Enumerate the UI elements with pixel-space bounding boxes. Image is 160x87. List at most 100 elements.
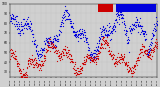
Point [107, 43, 109, 44]
Point [37, 63, 40, 65]
Point [35, 61, 38, 62]
Point [43, 57, 45, 58]
Point [153, 27, 155, 29]
Point [108, 54, 110, 55]
Point [84, 39, 87, 41]
Point [16, 32, 19, 34]
Point [45, 50, 48, 52]
Point [28, 60, 30, 61]
Point [147, 49, 149, 50]
Point [92, 52, 95, 54]
Point [50, 40, 53, 42]
Point [57, 55, 60, 57]
Point [10, 56, 12, 57]
Point [72, 35, 75, 36]
Point [100, 46, 103, 48]
Point [95, 50, 97, 51]
Point [101, 39, 104, 40]
Point [143, 52, 146, 54]
Point [39, 49, 41, 51]
Point [37, 63, 39, 65]
Point [20, 28, 23, 30]
Point [133, 69, 136, 70]
Point [84, 36, 87, 38]
Point [64, 52, 67, 54]
Point [136, 32, 139, 33]
Point [24, 24, 26, 25]
Point [152, 52, 154, 53]
Point [91, 58, 93, 59]
Point [148, 53, 151, 55]
Point [126, 68, 129, 70]
Point [100, 45, 102, 46]
Point [44, 43, 47, 44]
Point [142, 54, 144, 56]
Point [139, 24, 142, 25]
Point [134, 63, 137, 64]
Point [114, 61, 116, 63]
Point [86, 47, 89, 48]
Point [135, 59, 138, 61]
Point [156, 41, 158, 43]
Point [150, 50, 153, 51]
Point [89, 51, 92, 53]
Point [55, 34, 57, 35]
Point [76, 36, 79, 37]
Point [123, 20, 125, 22]
Point [139, 53, 141, 54]
Point [51, 43, 53, 44]
Point [22, 33, 24, 34]
Point [150, 38, 152, 40]
Point [141, 33, 144, 34]
Point [61, 19, 64, 21]
Point [29, 26, 32, 28]
Point [80, 33, 83, 34]
Point [39, 56, 41, 58]
Point [110, 31, 113, 32]
Point [83, 29, 85, 31]
Point [98, 52, 100, 53]
Point [144, 50, 146, 52]
Point [95, 57, 97, 58]
Point [73, 30, 76, 31]
Point [125, 30, 128, 32]
Point [87, 49, 90, 50]
Point [74, 70, 77, 71]
Point [106, 41, 108, 43]
Point [127, 64, 129, 66]
Point [47, 45, 50, 46]
Point [92, 60, 95, 61]
Point [56, 40, 59, 42]
Point [141, 43, 143, 44]
Point [87, 56, 90, 58]
Point [120, 12, 122, 13]
Point [31, 40, 34, 41]
Point [82, 59, 85, 61]
Point [39, 48, 42, 49]
Point [99, 38, 101, 39]
Point [47, 42, 49, 43]
Point [119, 62, 121, 63]
Point [153, 45, 156, 46]
Point [18, 32, 20, 34]
Point [73, 61, 76, 63]
Point [63, 48, 66, 49]
Point [105, 37, 108, 38]
Point [144, 53, 147, 55]
Point [15, 56, 18, 57]
Point [92, 60, 94, 62]
Point [147, 56, 150, 57]
Point [56, 60, 58, 61]
Point [153, 26, 156, 27]
Point [31, 29, 33, 30]
Point [40, 55, 42, 56]
Point [62, 11, 65, 13]
Point [147, 51, 150, 53]
Point [148, 57, 150, 58]
Point [125, 62, 127, 63]
Point [148, 56, 150, 57]
Point [143, 51, 145, 52]
Point [38, 53, 41, 54]
Point [117, 15, 120, 16]
Point [91, 59, 94, 61]
